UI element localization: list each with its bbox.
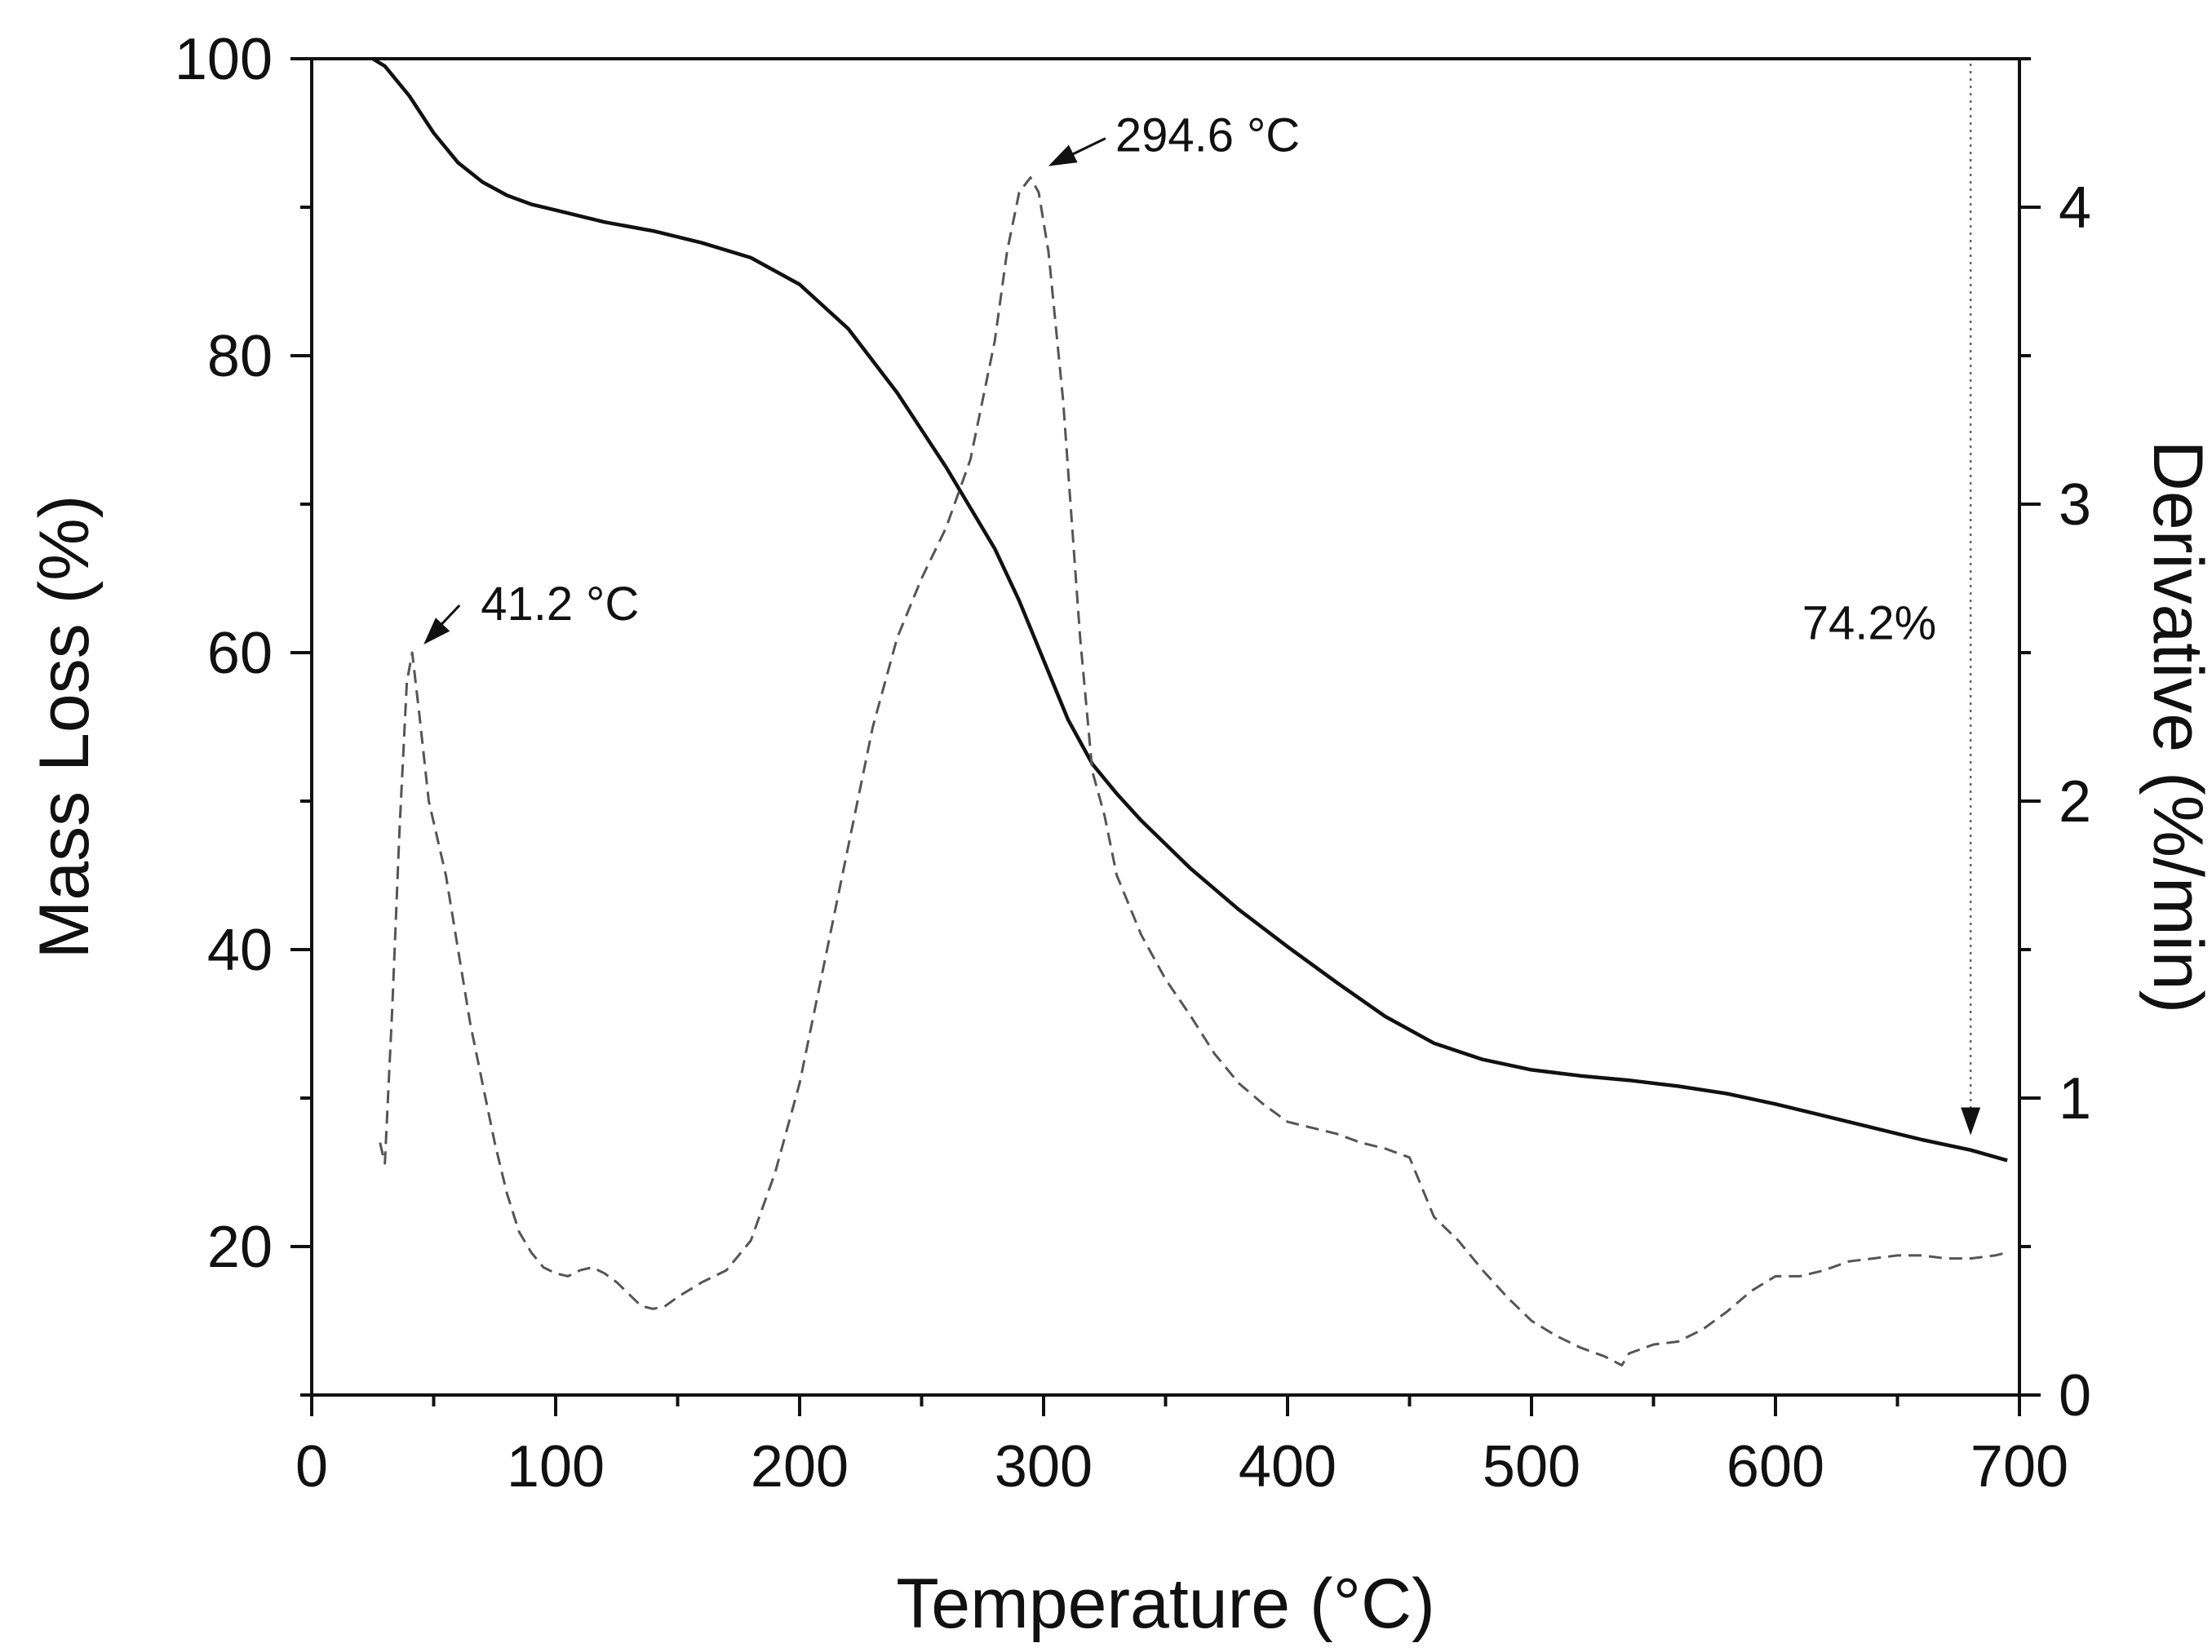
y2-axis-title: Derivative (%/min) xyxy=(2139,441,2212,1013)
y-tick-label: 100 xyxy=(175,27,273,92)
y-tick-label: 80 xyxy=(207,324,273,389)
derivative-series-line xyxy=(379,176,2008,1367)
x-tick-label: 200 xyxy=(751,1434,849,1499)
x-tick-label: 300 xyxy=(995,1434,1093,1499)
mass-loss-indicator-arrowhead xyxy=(1961,1107,1981,1136)
y2-tick-label: 1 xyxy=(2059,1066,2091,1132)
y2-tick-label: 0 xyxy=(2059,1363,2091,1428)
series-group xyxy=(371,57,2008,1367)
y-tick-label: 20 xyxy=(207,1215,273,1280)
y2-tick-label: 2 xyxy=(2059,769,2091,835)
annotation-label-mass-loss: 74.2% xyxy=(1802,597,1936,650)
y-tick-label: 60 xyxy=(207,621,273,686)
annotation-label-41: 41.2 °C xyxy=(481,578,639,631)
x-tick-label: 600 xyxy=(1727,1434,1824,1499)
y2-tick-label: 3 xyxy=(2059,472,2091,538)
mass-loss-series-line xyxy=(371,57,2008,1163)
annotation-arrowhead-294 xyxy=(1048,144,1078,166)
x-tick-label: 100 xyxy=(507,1434,605,1499)
y-tick-label: 40 xyxy=(207,918,273,983)
x-tick-label: 0 xyxy=(295,1434,328,1499)
x-tick-label: 700 xyxy=(1970,1434,2068,1499)
x-tick-label: 400 xyxy=(1239,1434,1337,1499)
x-tick-label: 500 xyxy=(1483,1434,1580,1499)
annotation-group: 41.2 °C 294.6 °C 74.2% xyxy=(423,64,1981,1136)
plot-frame xyxy=(310,57,2021,1397)
x-axis-title: Temperature (°C) xyxy=(896,1565,1434,1643)
annotation-arrowhead-41 xyxy=(423,618,450,644)
tick-group: 0 100 200 300 400 500 600 700 20 40 60 80 100 0 1 2 3 4 xyxy=(175,27,2091,1499)
annotation-label-294: 294.6 °C xyxy=(1115,109,1300,162)
y-axis-title: Mass Loss (%) xyxy=(25,495,104,959)
plot-frame-group xyxy=(310,57,2021,1397)
y2-tick-label: 4 xyxy=(2059,175,2091,241)
